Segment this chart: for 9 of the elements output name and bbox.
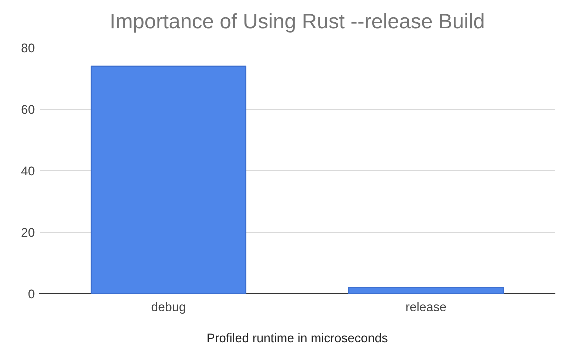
y-tick-label: 40 bbox=[22, 166, 35, 176]
x-tick-label: debug bbox=[152, 302, 186, 314]
y-tick-label: 80 bbox=[22, 44, 35, 53]
y-tick-label: 20 bbox=[22, 228, 35, 238]
y-tick-label: 0 bbox=[28, 290, 35, 299]
x-tick-label: release bbox=[406, 302, 446, 312]
x-axis-title: Profiled runtime in microseconds bbox=[208, 333, 388, 343]
y-tick-label: 60 bbox=[22, 105, 35, 114]
chart-title: Importance of Using Rust --release Build bbox=[112, 13, 484, 33]
